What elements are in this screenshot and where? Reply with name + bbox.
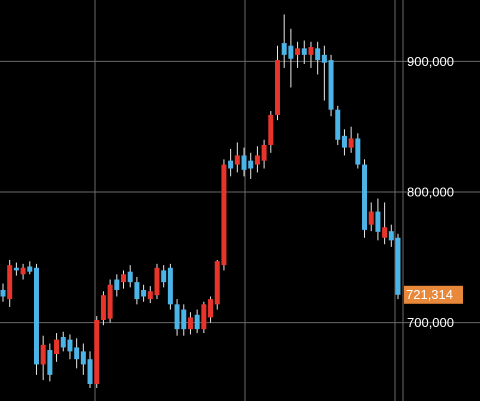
candle-body — [288, 45, 294, 59]
candle-body — [13, 267, 19, 271]
y-tick-label: 900,000 — [407, 54, 454, 69]
candle-body — [54, 339, 60, 354]
candle-body — [47, 350, 53, 375]
candle-body — [362, 164, 368, 230]
candle-body — [167, 267, 173, 305]
candle-body — [241, 155, 247, 170]
candle-body — [228, 160, 234, 169]
candle-body — [154, 267, 160, 296]
candle-body — [0, 289, 6, 297]
candle-body — [214, 261, 220, 305]
candle-body — [348, 138, 354, 148]
candle-body — [308, 47, 314, 55]
candle-body — [194, 314, 200, 330]
candle-body — [134, 282, 140, 300]
candle-body — [274, 60, 280, 115]
candle-body — [201, 304, 207, 330]
candle-body — [315, 48, 321, 61]
candle-body — [181, 309, 187, 330]
candle-body — [248, 160, 254, 169]
candle-body — [281, 43, 287, 55]
candle-body — [100, 295, 106, 321]
candle-body — [261, 144, 267, 161]
last-price-label: 721,314 — [406, 287, 453, 302]
candle-body — [295, 48, 301, 55]
candle-body — [87, 359, 93, 385]
candle-body — [395, 237, 401, 295]
candle-body — [174, 304, 180, 330]
candle-body — [221, 164, 227, 266]
candle-body — [114, 279, 120, 290]
candle-body — [187, 317, 193, 330]
candle-body — [80, 351, 86, 365]
candle-body — [341, 135, 347, 148]
candle-body — [107, 284, 113, 319]
candle-body — [74, 347, 80, 360]
y-tick-label: 700,000 — [407, 315, 454, 330]
candle-body — [268, 114, 274, 145]
candle-body — [141, 289, 147, 297]
candle-body — [368, 211, 374, 225]
candle-body — [67, 339, 73, 352]
candle-body — [7, 265, 13, 300]
candle-body — [121, 274, 127, 283]
candle-body — [60, 336, 66, 348]
candle-body — [94, 320, 100, 385]
candle-body — [375, 211, 381, 232]
y-tick-label: 800,000 — [407, 184, 454, 199]
candle-body — [321, 54, 327, 63]
candle-body — [20, 267, 26, 275]
candle-body — [301, 48, 307, 55]
last-price-marker — [404, 285, 463, 304]
candle-body — [27, 266, 33, 272]
candle-body — [147, 291, 153, 300]
candle-body — [388, 231, 394, 241]
candle-body — [254, 155, 260, 165]
candle-body — [127, 271, 133, 283]
candle-body — [33, 267, 39, 365]
candle-body — [234, 155, 240, 165]
candle-body — [382, 227, 388, 238]
candle-body — [40, 344, 46, 365]
candle-body — [208, 299, 214, 318]
candle-body — [161, 270, 167, 283]
candle-body — [355, 138, 361, 165]
candle-body — [335, 109, 341, 140]
candle-body — [328, 60, 334, 110]
